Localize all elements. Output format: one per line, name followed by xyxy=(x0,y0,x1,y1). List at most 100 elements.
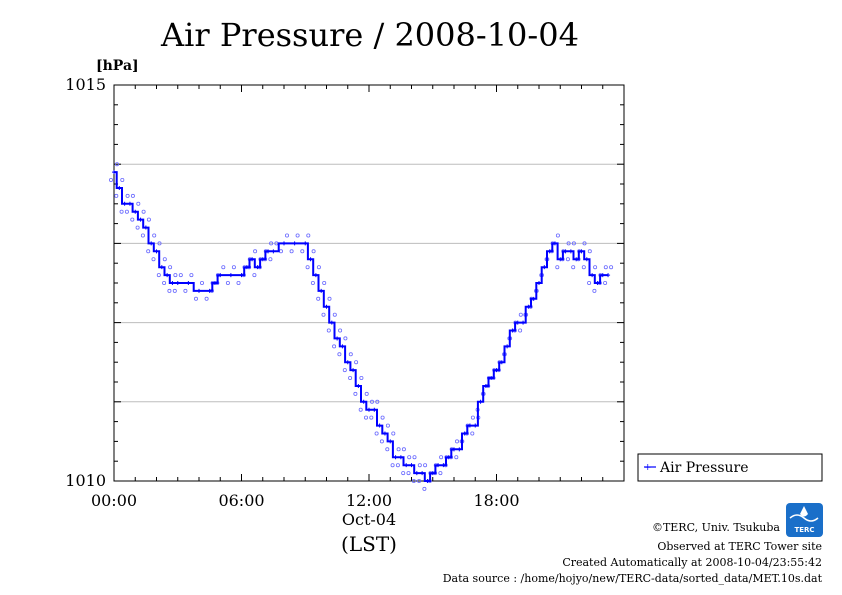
data-point xyxy=(441,463,446,468)
data-point-sample xyxy=(183,288,188,293)
data-point-sample xyxy=(109,177,114,182)
data-point-sample xyxy=(141,209,146,214)
data-point xyxy=(372,407,377,412)
data-point xyxy=(212,281,217,285)
data-point xyxy=(143,225,148,230)
data-point xyxy=(112,170,116,175)
data-point xyxy=(255,265,260,270)
data-point-sample xyxy=(225,280,230,285)
data-point-sample xyxy=(189,273,194,278)
data-point-sample xyxy=(156,273,161,278)
credit-observed: Observed at TERC Tower site xyxy=(657,540,822,553)
data-point-sample xyxy=(321,312,326,317)
data-point-sample xyxy=(119,209,124,214)
data-point-sample xyxy=(348,375,353,380)
y-tick-label-min: 1010 xyxy=(65,471,106,490)
data-point-sample xyxy=(406,471,411,476)
data-point xyxy=(382,431,387,436)
data-point xyxy=(483,383,488,388)
data-point-sample xyxy=(342,368,347,373)
data-point-sample xyxy=(289,249,294,254)
data-point-sample xyxy=(609,265,614,270)
data-point xyxy=(271,249,276,254)
data-point xyxy=(462,431,467,436)
data-point xyxy=(282,241,286,246)
data-point-sample xyxy=(358,407,363,412)
data-point-sample xyxy=(571,241,576,246)
data-point-sample xyxy=(363,415,368,420)
data-point xyxy=(303,241,308,246)
data-point-sample xyxy=(295,233,300,238)
data-point-sample xyxy=(172,288,177,293)
terc-logo-text: TERC xyxy=(794,526,814,534)
data-point-sample xyxy=(555,265,560,270)
data-point-sample xyxy=(395,463,400,468)
legend: + Air Pressure xyxy=(637,453,823,482)
data-point-sample xyxy=(327,296,332,301)
data-point-sample xyxy=(439,455,444,460)
data-point-sample xyxy=(603,280,608,285)
data-point-sample xyxy=(343,336,348,341)
data-point-sample xyxy=(603,265,608,270)
data-point xyxy=(478,399,483,404)
data-point-sample xyxy=(269,241,274,246)
data-point-sample xyxy=(162,257,167,262)
data-point xyxy=(409,463,414,468)
data-point-sample xyxy=(587,280,592,285)
data-point-sample xyxy=(593,265,598,270)
data-point xyxy=(351,368,356,373)
data-point xyxy=(510,328,515,333)
data-point xyxy=(239,273,244,278)
data-point-sample xyxy=(125,193,130,198)
data-point-sample xyxy=(284,233,289,238)
data-point xyxy=(436,463,441,468)
data-point-sample xyxy=(332,312,337,317)
data-point xyxy=(133,209,138,214)
data-point xyxy=(505,344,510,349)
data-point xyxy=(244,265,249,270)
data-point-sample xyxy=(231,265,236,270)
data-point-sample xyxy=(162,280,167,285)
data-point-sample xyxy=(168,265,173,270)
data-point-sample xyxy=(470,415,475,420)
data-point-sample xyxy=(354,360,359,365)
x-tick-label: 06:00 xyxy=(218,491,264,510)
data-point-sample xyxy=(173,273,178,278)
x-tick-label: 00:00 xyxy=(91,491,137,510)
data-point-sample xyxy=(316,265,321,270)
data-point xyxy=(319,288,324,293)
data-point xyxy=(335,336,340,341)
data-point-sample xyxy=(353,391,358,396)
data-point-sample xyxy=(391,431,396,436)
data-point xyxy=(345,360,350,365)
data-point xyxy=(452,447,456,452)
data-point-sample xyxy=(401,471,406,476)
data-point-sample xyxy=(359,375,364,380)
data-point-sample xyxy=(146,249,151,254)
data-point xyxy=(154,249,159,254)
y-axis-unit: [hPa] xyxy=(96,58,139,74)
data-point xyxy=(159,265,164,270)
terc-logo-wave-icon xyxy=(789,514,819,522)
data-point xyxy=(170,281,175,285)
data-point-sample xyxy=(157,241,162,246)
data-point xyxy=(425,479,430,483)
data-point-sample xyxy=(423,463,428,468)
data-point-sample xyxy=(379,439,384,444)
data-point-sample xyxy=(518,312,523,317)
data-point-sample xyxy=(300,249,305,254)
chart-title: Air Pressure / 2008-10-04 xyxy=(160,16,579,54)
data-point xyxy=(584,257,589,262)
data-point-sample xyxy=(385,447,390,452)
data-point xyxy=(260,257,265,262)
data-point xyxy=(266,249,271,254)
data-point xyxy=(542,265,547,270)
data-point xyxy=(600,273,605,278)
data-point-sample xyxy=(417,463,422,468)
data-point xyxy=(313,273,318,278)
data-point-sample xyxy=(592,288,597,293)
data-point xyxy=(149,241,154,246)
data-point xyxy=(446,455,451,460)
data-point-sample xyxy=(322,280,327,285)
